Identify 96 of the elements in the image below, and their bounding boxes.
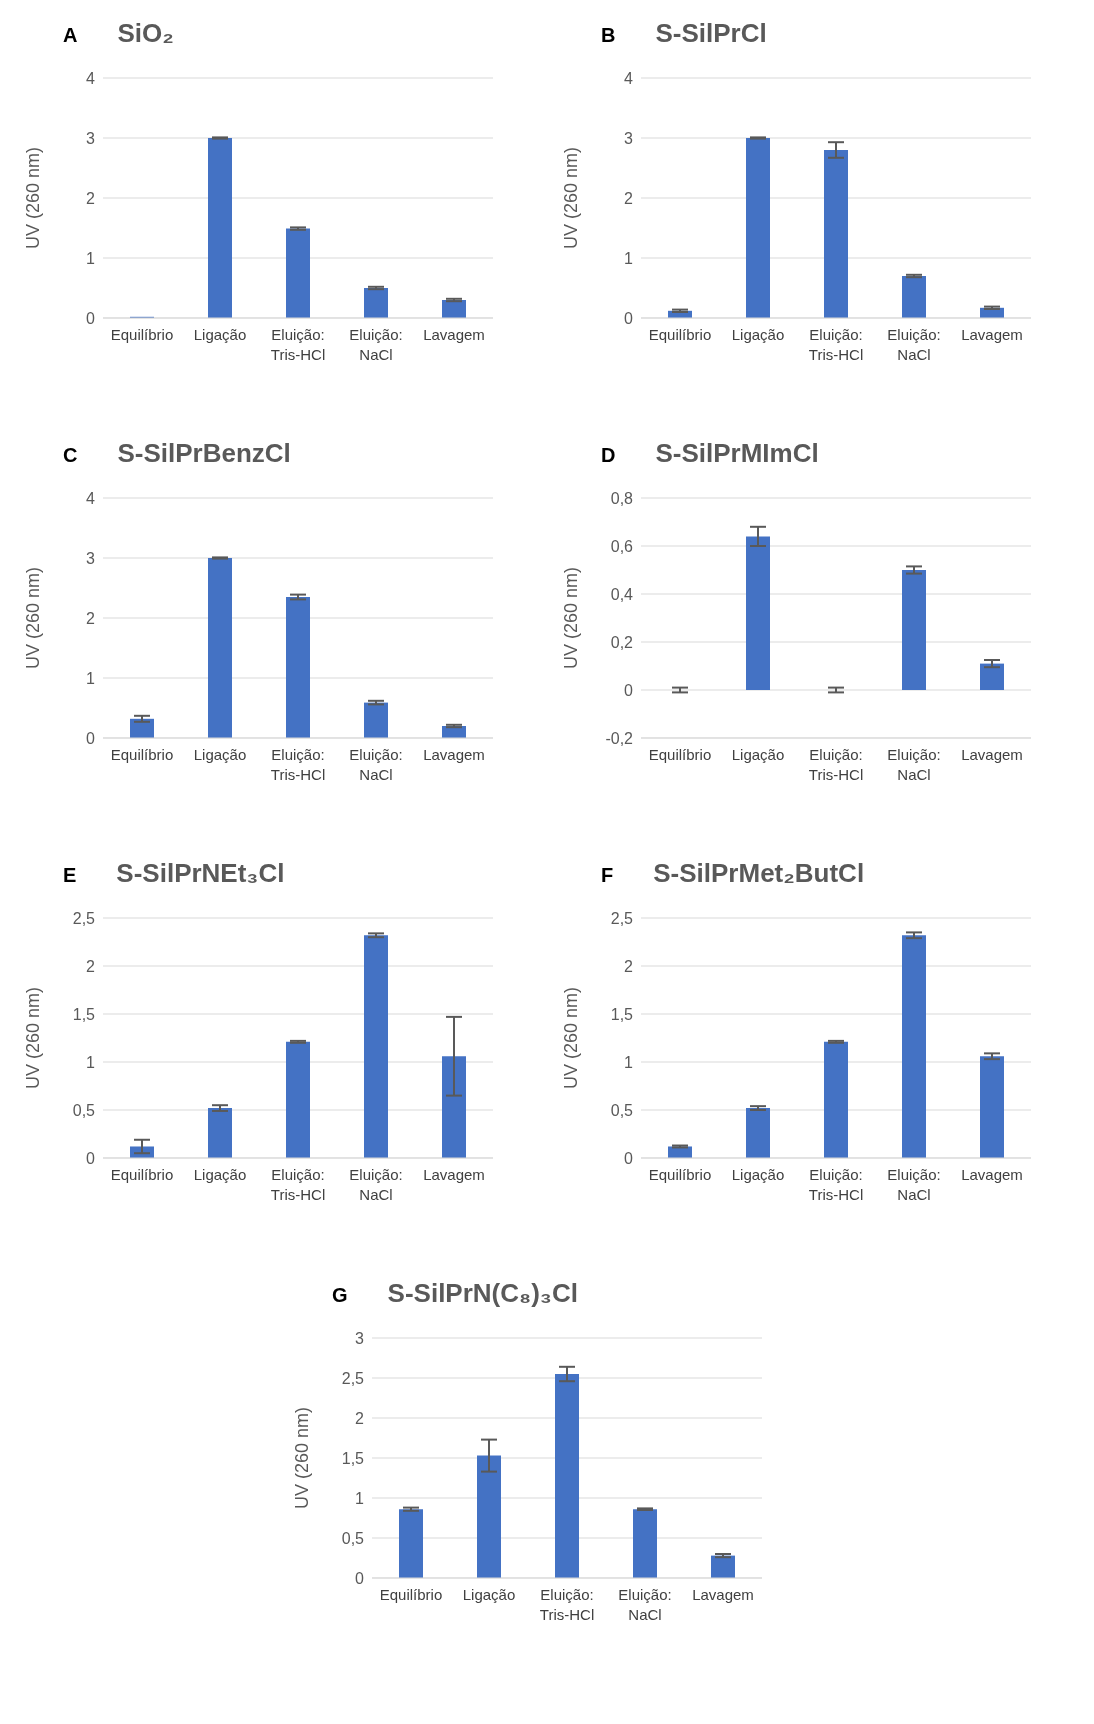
x-tick-label: Equilíbrio [648,746,712,763]
y-tick-label: 1,5 [341,1449,365,1467]
x-tick-label: Eluição: Tris-HCl [270,1166,326,1203]
y-tick-label: 2 [86,189,96,207]
y-tick-label: 2,5 [610,909,634,927]
y-tick-label: 0,8 [610,489,634,507]
y-tick-label: 0,5 [610,1101,634,1119]
chart-title: SiO₂ [117,18,174,49]
y-tick-label: 0 [355,1569,365,1587]
y-tick-label: 0 [624,309,634,327]
y-tick-label: 4 [86,489,96,507]
text: D [601,444,616,467]
y-tick-label: 3 [624,129,634,147]
y-tick-label: 1 [86,249,96,267]
chart-title: S-SilPrCl [655,18,767,49]
x-tick-label: Equilíbrio [648,1166,712,1183]
x-tick-label: Lavagem [423,1166,485,1183]
x-tick-label: Eluição: NaCl [349,746,403,783]
x-tick-label: Lavagem [423,326,485,343]
text: A [63,24,78,47]
x-tick-label: Eluição: Tris-HCl [270,746,326,783]
y-tick-label: 0,4 [610,585,634,603]
x-tick-label: Eluição: Tris-HCl [808,746,864,783]
y-tick-label: 1 [86,1053,96,1071]
x-tick-label: Ligação [193,746,247,763]
x-tick-label: Ligação [193,326,247,343]
x-tick-label: Ligação [462,1586,516,1603]
y-tick-label: 2 [624,189,634,207]
y-tick-label: 0 [86,1149,96,1167]
y-tick-label: 2 [86,609,96,627]
y-tick-label: 0,2 [610,633,634,651]
y-axis-title: UV (260 nm) [23,146,44,250]
x-tick-label: Eluição: NaCl [887,326,941,363]
y-tick-label: 0,6 [610,537,634,555]
x-tick-label: Equilíbrio [110,1166,174,1183]
y-tick-label: 1,5 [610,1005,634,1023]
x-tick-label: Ligação [731,746,785,763]
x-tick-label: Eluição: NaCl [887,746,941,783]
y-tick-label: 0 [86,729,96,747]
y-tick-label: 0,5 [341,1529,365,1547]
y-axis-title: UV (260 nm) [292,1406,313,1510]
y-tick-label: 2 [624,957,634,975]
y-tick-label: 2,5 [341,1369,365,1387]
x-tick-label: Eluição: Tris-HCl [808,1166,864,1203]
y-tick-label: 0 [624,681,634,699]
x-tick-label: Eluição: NaCl [887,1166,941,1203]
x-tick-label: Lavagem [961,746,1023,763]
x-tick-label: Lavagem [961,1166,1023,1183]
y-axis-title: UV (260 nm) [561,146,582,250]
y-tick-label: 4 [86,69,96,87]
x-tick-label: Eluição: Tris-HCl [808,326,864,363]
y-tick-label: 1 [624,249,634,267]
x-tick-label: Eluição: NaCl [349,326,403,363]
text: B [601,24,616,47]
text: G [332,1284,348,1307]
x-tick-label: Eluição: Tris-HCl [539,1586,595,1623]
chart-title: S-SilPrBenzCl [117,438,291,469]
text: E [63,864,77,887]
y-tick-label: 0 [624,1149,634,1167]
y-axis-title: UV (260 nm) [23,566,44,670]
y-tick-label: 4 [624,69,634,87]
y-tick-label: 3 [86,129,96,147]
y-tick-label: 1 [624,1053,634,1071]
x-tick-label: Ligação [731,1166,785,1183]
y-tick-label: 0,5 [72,1101,96,1119]
text: C [63,444,78,467]
x-tick-label: Eluição: Tris-HCl [270,326,326,363]
chart-title: S-SilPrMImCl [655,438,819,469]
y-tick-label: 1 [86,669,96,687]
y-tick-label: -0,2 [605,729,634,747]
x-tick-label: Eluição: NaCl [618,1586,672,1623]
y-tick-label: 0 [86,309,96,327]
y-axis-title: UV (260 nm) [561,986,582,1090]
text: F [601,864,614,887]
y-tick-label: 1,5 [72,1005,96,1023]
x-tick-label: Ligação [731,326,785,343]
x-tick-label: Equilíbrio [110,326,174,343]
x-tick-label: Ligação [193,1166,247,1183]
x-tick-label: Lavagem [692,1586,754,1603]
y-axis-title: UV (260 nm) [561,566,582,670]
chart-title: S-SilPrNEt₃Cl [116,858,285,889]
y-axis-title: UV (260 nm) [23,986,44,1090]
chart-title: S-SilPrMet₂ButCl [653,858,865,889]
chart-title: S-SilPrN(C₈)₃Cl [387,1278,578,1309]
x-tick-label: Lavagem [423,746,485,763]
x-tick-label: Lavagem [961,326,1023,343]
y-tick-label: 3 [86,549,96,567]
x-tick-label: Equilíbrio [379,1586,443,1603]
y-tick-label: 3 [355,1329,365,1347]
y-tick-label: 1 [355,1489,365,1507]
x-tick-label: Eluição: NaCl [349,1166,403,1203]
x-tick-label: Equilíbrio [110,746,174,763]
y-tick-label: 2 [86,957,96,975]
x-tick-label: Equilíbrio [648,326,712,343]
y-tick-label: 2 [355,1409,365,1427]
y-tick-label: 2,5 [72,909,96,927]
